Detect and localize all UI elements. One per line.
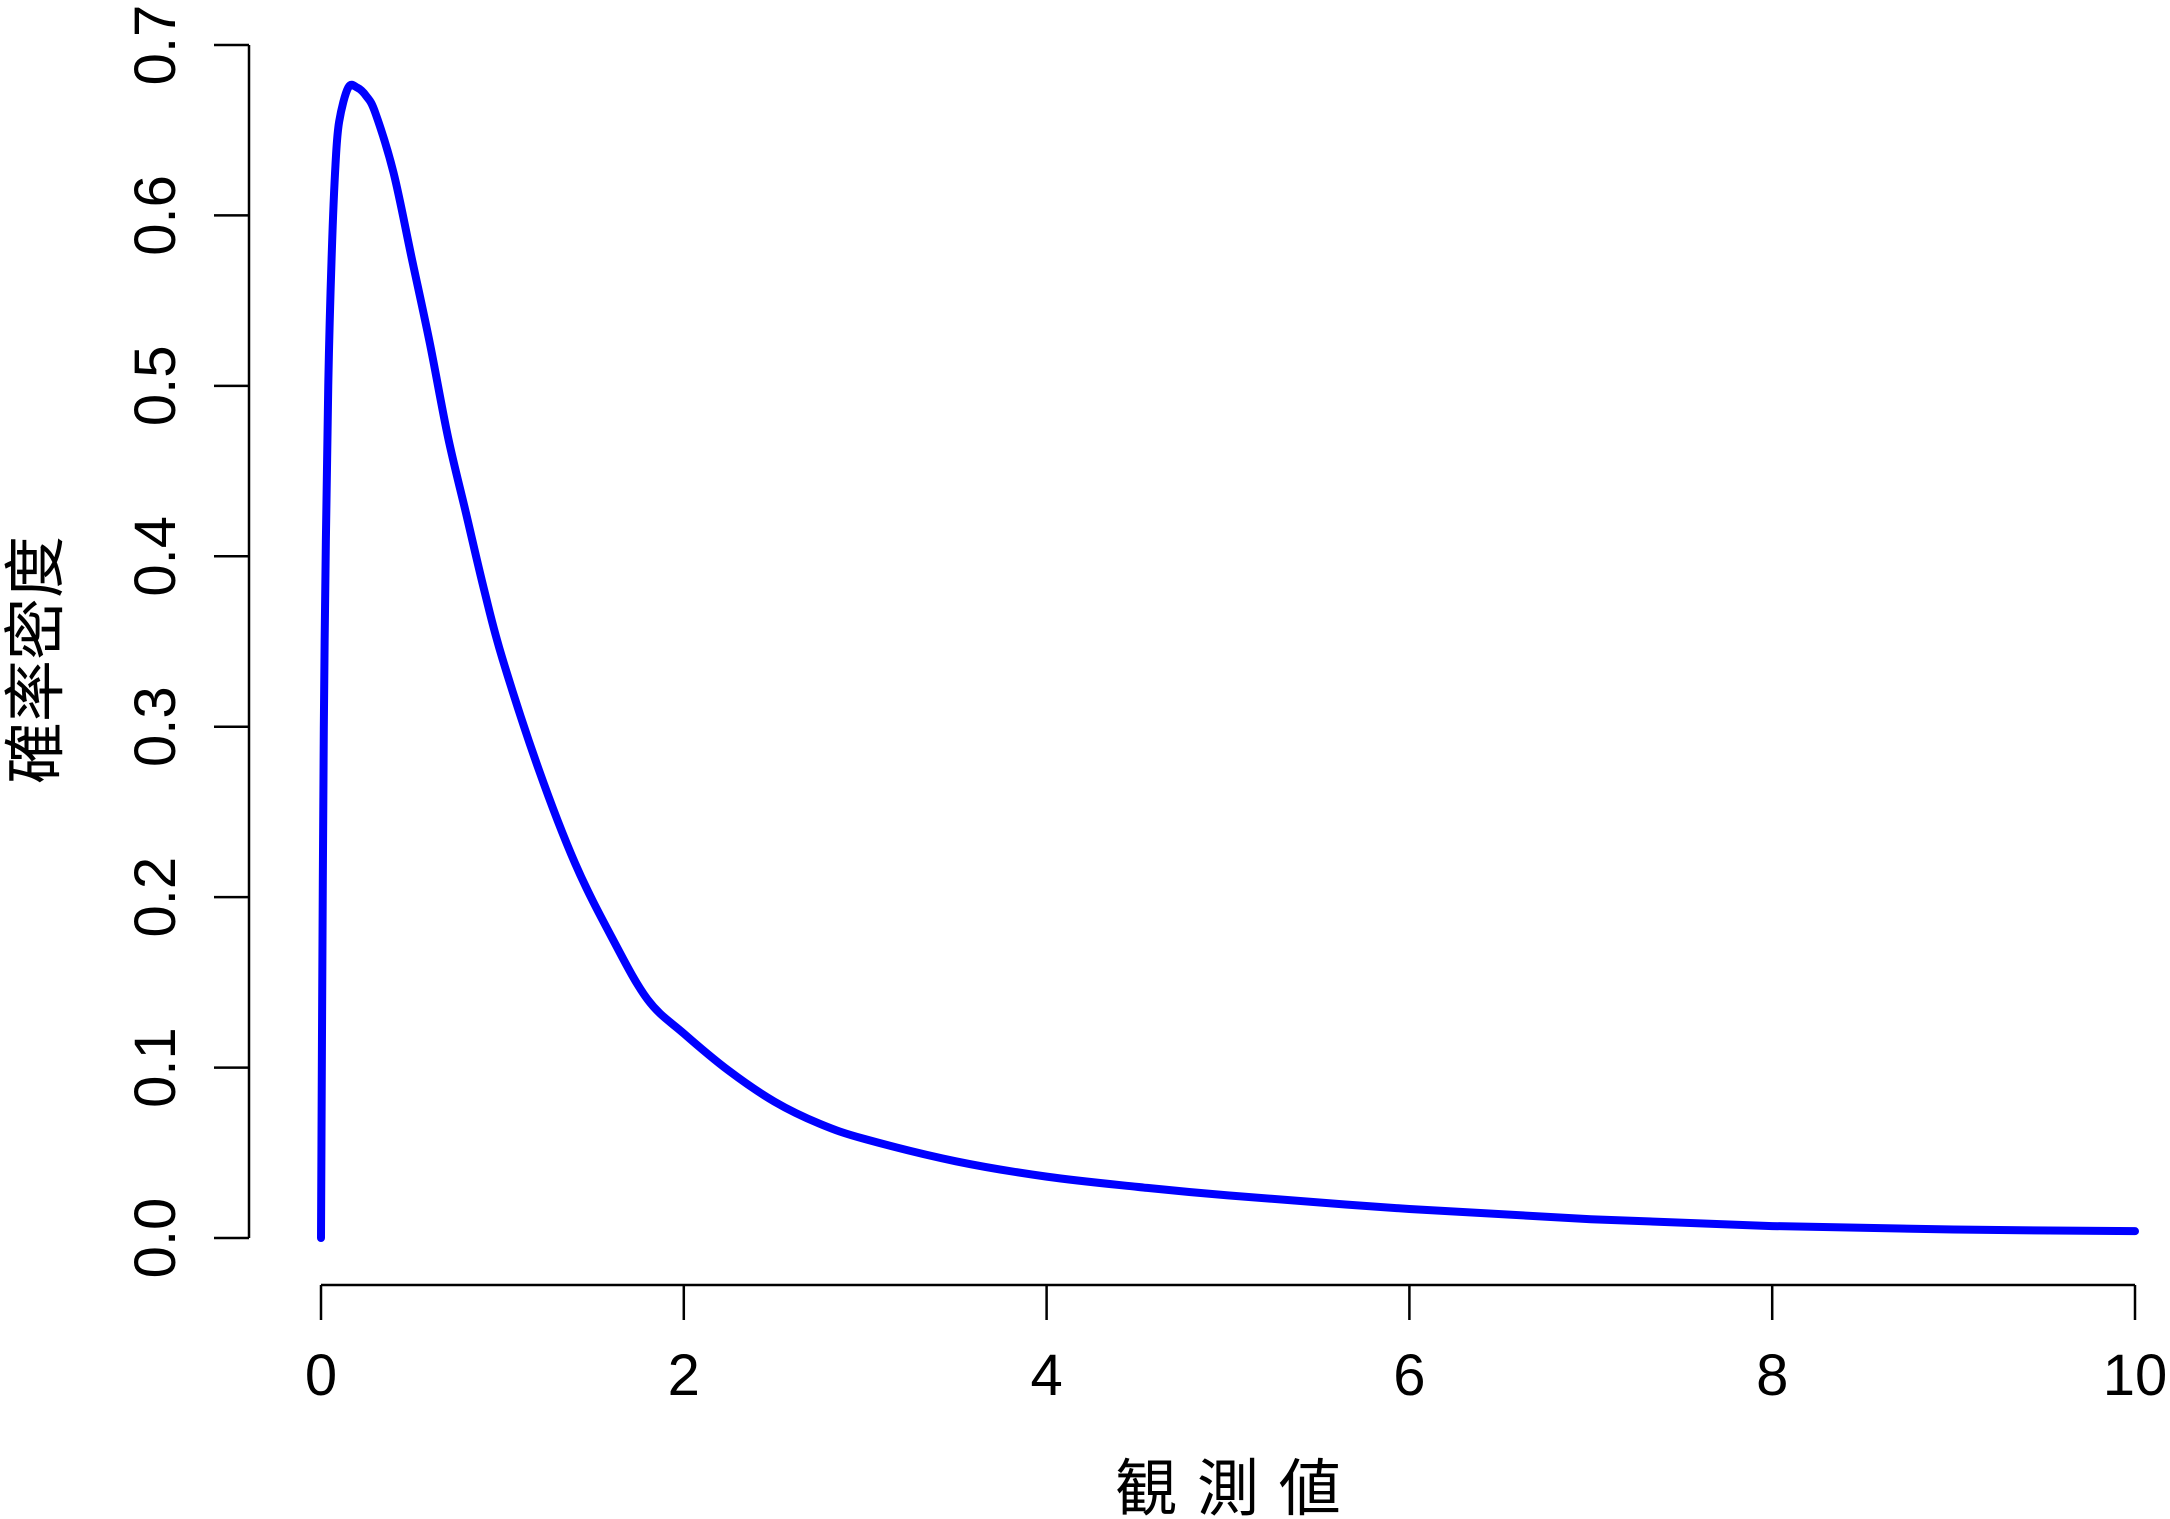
- y-tick-label-7: 0.7: [123, 5, 188, 86]
- y-tick-label-1: 0.1: [123, 1027, 188, 1108]
- x-tick-label-3: 6: [1393, 1343, 1425, 1408]
- y-tick-label-4: 0.4: [123, 516, 188, 597]
- x-tick-label-5: 10: [2103, 1343, 2168, 1408]
- x-tick-label-1: 2: [668, 1343, 700, 1408]
- y-tick-label-6: 0.6: [123, 175, 188, 256]
- y-ticks: 0.0 0.1 0.2 0.3 0.4 0.5 0.6 0.7: [123, 5, 249, 1279]
- y-tick-label-2: 0.2: [123, 857, 188, 938]
- y-tick-label-0: 0.0: [123, 1198, 188, 1279]
- x-tick-label-4: 8: [1756, 1343, 1788, 1408]
- x-tick-label-0: 0: [305, 1343, 337, 1408]
- y-axis-title: 確率密度: [0, 536, 72, 784]
- y-tick-label-5: 0.5: [123, 346, 188, 427]
- series-layer: [317, 80, 2139, 1242]
- x-tick-label-2: 4: [1030, 1343, 1062, 1408]
- x-axis-title: 観 測 値: [1115, 1452, 1340, 1519]
- x-ticks: 0 2 4 6 8 10: [305, 1285, 2167, 1408]
- y-tick-label-3: 0.3: [123, 686, 188, 767]
- series-line-0: [317, 80, 2139, 1242]
